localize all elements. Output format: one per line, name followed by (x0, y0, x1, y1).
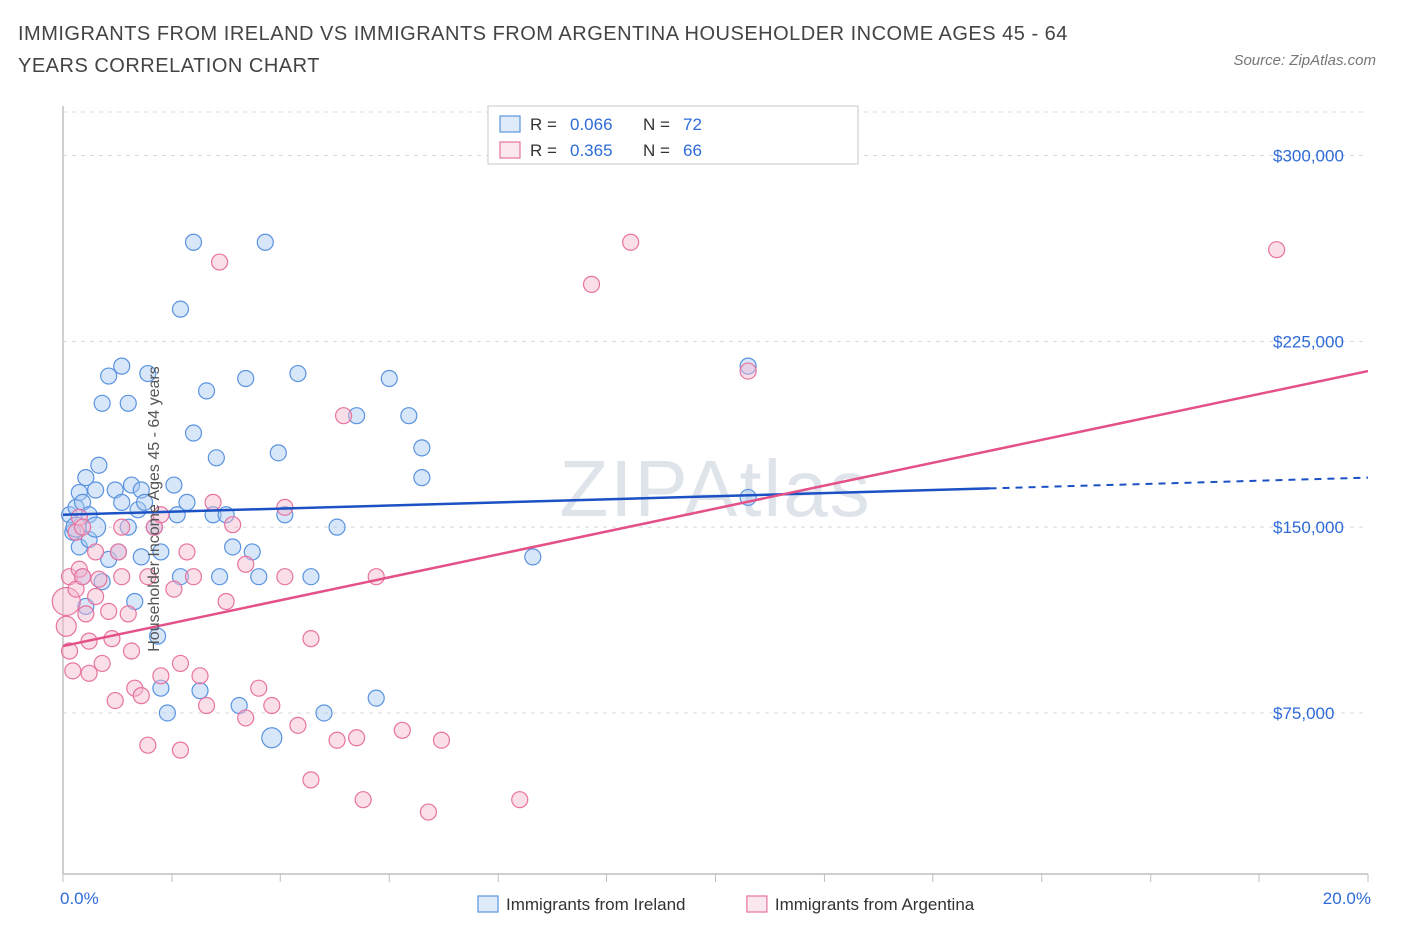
svg-text:N =: N = (643, 115, 670, 134)
svg-text:$225,000: $225,000 (1273, 332, 1344, 351)
svg-text:$75,000: $75,000 (1273, 704, 1334, 723)
chart-container: Householder Income Ages 45 - 64 years $7… (18, 94, 1388, 924)
svg-text:ZIPAtlas: ZIPAtlas (559, 444, 871, 533)
svg-text:72: 72 (683, 115, 702, 134)
svg-text:N =: N = (643, 141, 670, 160)
svg-text:0.365: 0.365 (570, 141, 613, 160)
source-label: Source: ZipAtlas.com (1233, 52, 1376, 69)
svg-text:R =: R = (530, 115, 557, 134)
y-axis-label: Householder Income Ages 45 - 64 years (146, 366, 164, 652)
svg-text:0.066: 0.066 (570, 115, 613, 134)
svg-text:20.0%: 20.0% (1323, 889, 1371, 908)
svg-text:66: 66 (683, 141, 702, 160)
svg-text:Immigrants from Argentina: Immigrants from Argentina (775, 895, 975, 914)
svg-text:0.0%: 0.0% (60, 889, 99, 908)
svg-text:$300,000: $300,000 (1273, 147, 1344, 166)
svg-text:Immigrants from Ireland: Immigrants from Ireland (506, 895, 686, 914)
chart-title: IMMIGRANTS FROM IRELAND VS IMMIGRANTS FR… (18, 18, 1138, 82)
svg-text:$150,000: $150,000 (1273, 518, 1344, 537)
svg-text:R =: R = (530, 141, 557, 160)
scatter-chart: $75,000 $150,000 $225,000 $300,000 0.0% 20.0%… (18, 94, 1388, 924)
